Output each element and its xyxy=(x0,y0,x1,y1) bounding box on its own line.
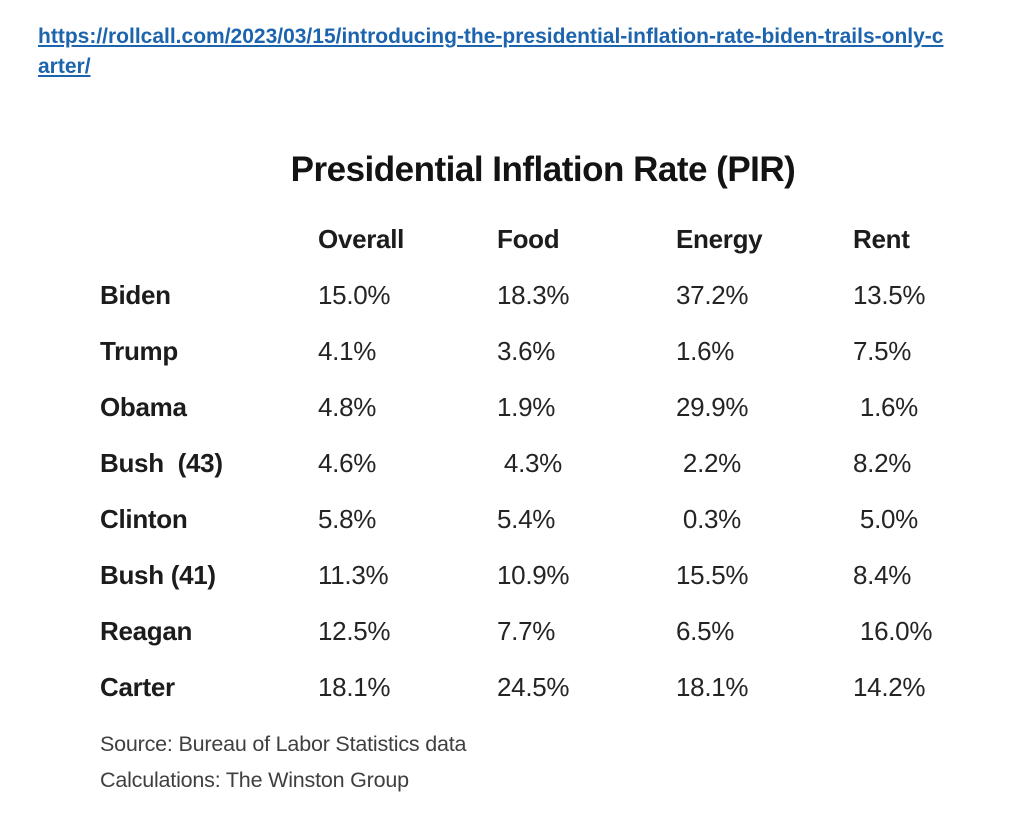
pir-value-rent: 7.5% xyxy=(853,335,912,366)
pir-value-energy: 15.5% xyxy=(676,559,749,590)
chart-title: Presidential Inflation Rate (PIR) xyxy=(290,150,796,189)
president-name: Clinton xyxy=(100,503,188,534)
pir-value-rent: 16.0% xyxy=(853,615,933,646)
president-name: Bush (41) xyxy=(100,559,216,590)
pir-value-rent: 14.2% xyxy=(853,671,926,702)
pir-value-food: 7.7% xyxy=(497,615,556,646)
pir-value-overall: 5.8% xyxy=(318,503,377,534)
pir-value-energy: 37.2% xyxy=(676,279,749,310)
pir-value-rent: 5.0% xyxy=(853,503,918,534)
column-header-food: Food xyxy=(497,223,560,254)
pir-value-overall: 4.6% xyxy=(318,447,377,478)
president-name: Bush (43) xyxy=(100,447,223,478)
pir-value-food: 3.6% xyxy=(497,335,556,366)
pir-value-overall: 11.3% xyxy=(318,559,389,590)
pir-value-energy: 18.1% xyxy=(676,671,749,702)
pir-value-food: 18.3% xyxy=(497,279,570,310)
pir-value-rent: 1.6% xyxy=(853,391,918,422)
pir-value-energy: 6.5% xyxy=(676,615,735,646)
pir-value-food: 10.9% xyxy=(497,559,570,590)
president-name: Trump xyxy=(100,335,178,366)
pir-value-food: 1.9% xyxy=(497,391,556,422)
calculations-line: Calculations: The Winston Group xyxy=(100,768,409,792)
pir-value-overall: 18.1% xyxy=(318,671,391,702)
pir-value-overall: 15.0% xyxy=(318,279,391,310)
pir-table: Overall Food Energy Rent Biden 15.0% 18.… xyxy=(100,211,950,715)
president-name: Biden xyxy=(100,279,171,310)
president-name: Reagan xyxy=(100,615,193,646)
pir-value-food: 5.4% xyxy=(497,503,556,534)
pir-value-overall: 12.5% xyxy=(318,615,391,646)
pir-value-energy: 29.9% xyxy=(676,391,749,422)
pir-value-energy: 0.3% xyxy=(676,503,741,534)
column-header-rent: Rent xyxy=(853,223,910,254)
pir-value-rent: 8.4% xyxy=(853,559,912,590)
pir-value-overall: 4.1% xyxy=(318,335,377,366)
pir-value-rent: 8.2% xyxy=(853,447,912,478)
pir-value-rent: 13.5% xyxy=(853,279,926,310)
president-name: Carter xyxy=(100,671,175,702)
pir-value-energy: 2.2% xyxy=(676,447,741,478)
article-link-paragraph: https://rollcall.com/2023/03/15/introduc… xyxy=(38,22,954,82)
president-name: Obama xyxy=(100,391,187,422)
column-header-overall: Overall xyxy=(318,223,405,254)
pir-value-overall: 4.8% xyxy=(318,391,377,422)
column-header-energy: Energy xyxy=(676,223,763,254)
source-block: Source: Bureau of Labor Statistics data … xyxy=(100,726,466,798)
pir-value-energy: 1.6% xyxy=(676,335,735,366)
source-line: Source: Bureau of Labor Statistics data xyxy=(100,732,467,756)
pir-value-food: 4.3% xyxy=(497,447,562,478)
pir-value-food: 24.5% xyxy=(497,671,570,702)
article-link[interactable]: https://rollcall.com/2023/03/15/introduc… xyxy=(38,25,944,78)
